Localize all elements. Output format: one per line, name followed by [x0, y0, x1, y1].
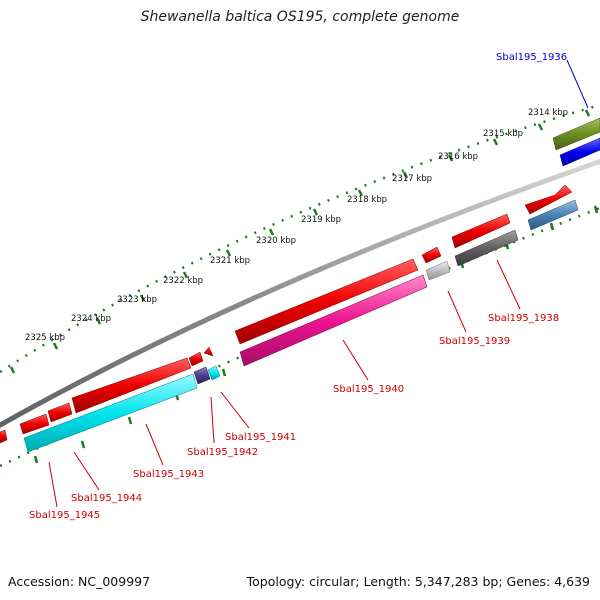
- forward-strand-genes: [0, 184, 573, 444]
- gene-darkgray[interactable]: [454, 229, 519, 267]
- gene-forward-2[interactable]: [451, 213, 511, 249]
- gene-slate[interactable]: [193, 366, 211, 385]
- gene-label-1941[interactable]: Sbal195_1941: [225, 432, 296, 443]
- ruler-label-2323: 2323 kbp: [117, 295, 157, 305]
- gene-label-1943[interactable]: Sbal195_1943: [133, 469, 204, 480]
- ruler-label-2322: 2322 kbp: [163, 276, 203, 286]
- gene-forward-3[interactable]: [421, 246, 442, 264]
- ruler-label-2316: 2316 kbp: [438, 152, 478, 162]
- ruler-major-ticks-outer: [9, 109, 591, 374]
- leader-1936: [566, 59, 589, 109]
- gene-label-1940[interactable]: Sbal195_1940: [333, 384, 404, 395]
- ruler-label-2315: 2315 kbp: [483, 129, 523, 139]
- ruler-label-2324: 2324 kbp: [71, 314, 111, 324]
- gene-forward-7[interactable]: [71, 357, 192, 414]
- gene-label-1942[interactable]: Sbal195_1942: [187, 447, 258, 458]
- leader-1939: [447, 290, 467, 333]
- gene-forward-9[interactable]: [19, 413, 50, 435]
- gene-blue[interactable]: [559, 137, 600, 167]
- gene-label-1938[interactable]: Sbal195_1938: [488, 313, 559, 324]
- gene-label-1945[interactable]: Sbal195_1945: [29, 510, 100, 521]
- gene-steelblue[interactable]: [527, 199, 579, 231]
- ruler-label-2319: 2319 kbp: [301, 215, 341, 225]
- map-title: Shewanella baltica OS195, complete genom…: [140, 9, 460, 25]
- leader-1938: [496, 259, 521, 310]
- genome-backbone: [0, 158, 600, 428]
- ruler-label-2321: 2321 kbp: [210, 256, 250, 266]
- gene-forward-6[interactable]: [188, 351, 204, 367]
- ruler-label-2318: 2318 kbp: [347, 195, 387, 205]
- gene-magenta[interactable]: [239, 274, 428, 367]
- leader-1944: [73, 451, 100, 491]
- gene-forward-4[interactable]: [234, 258, 419, 345]
- ruler-label-2314: 2314 kbp: [528, 108, 568, 118]
- ruler-circle-outer: [0, 103, 600, 374]
- label-leaders: [48, 59, 589, 508]
- ruler-label-2317: 2317 kbp: [392, 174, 432, 184]
- gene-forward-10[interactable]: [0, 429, 8, 444]
- gene-label-1939[interactable]: Sbal195_1939: [439, 336, 510, 347]
- ruler-label-2325: 2325 kbp: [25, 333, 65, 343]
- gene-cyan-small[interactable]: [207, 365, 221, 381]
- gene-forward-8[interactable]: [47, 402, 73, 423]
- gene-label-1936[interactable]: Sbal195_1936: [496, 52, 567, 63]
- leader-1942: [210, 396, 215, 444]
- cog-genes: [23, 117, 600, 453]
- gene-label-1944[interactable]: Sbal195_1944: [71, 493, 142, 504]
- gene-olive[interactable]: [552, 117, 600, 151]
- gene-forward-5[interactable]: [203, 346, 214, 357]
- gene-forward-1[interactable]: [524, 184, 573, 215]
- leader-1943: [145, 423, 164, 466]
- accession-text: Accession: NC_009997: [8, 574, 151, 589]
- gene-cyan-long[interactable]: [23, 373, 198, 453]
- leader-1941: [220, 391, 250, 429]
- leader-1940: [342, 339, 369, 381]
- leader-1945: [48, 461, 58, 508]
- genome-summary-text: Topology: circular; Length: 5,347,283 bp…: [246, 574, 590, 589]
- ruler-label-2320: 2320 kbp: [256, 236, 296, 246]
- gene-lightgray[interactable]: [425, 260, 451, 281]
